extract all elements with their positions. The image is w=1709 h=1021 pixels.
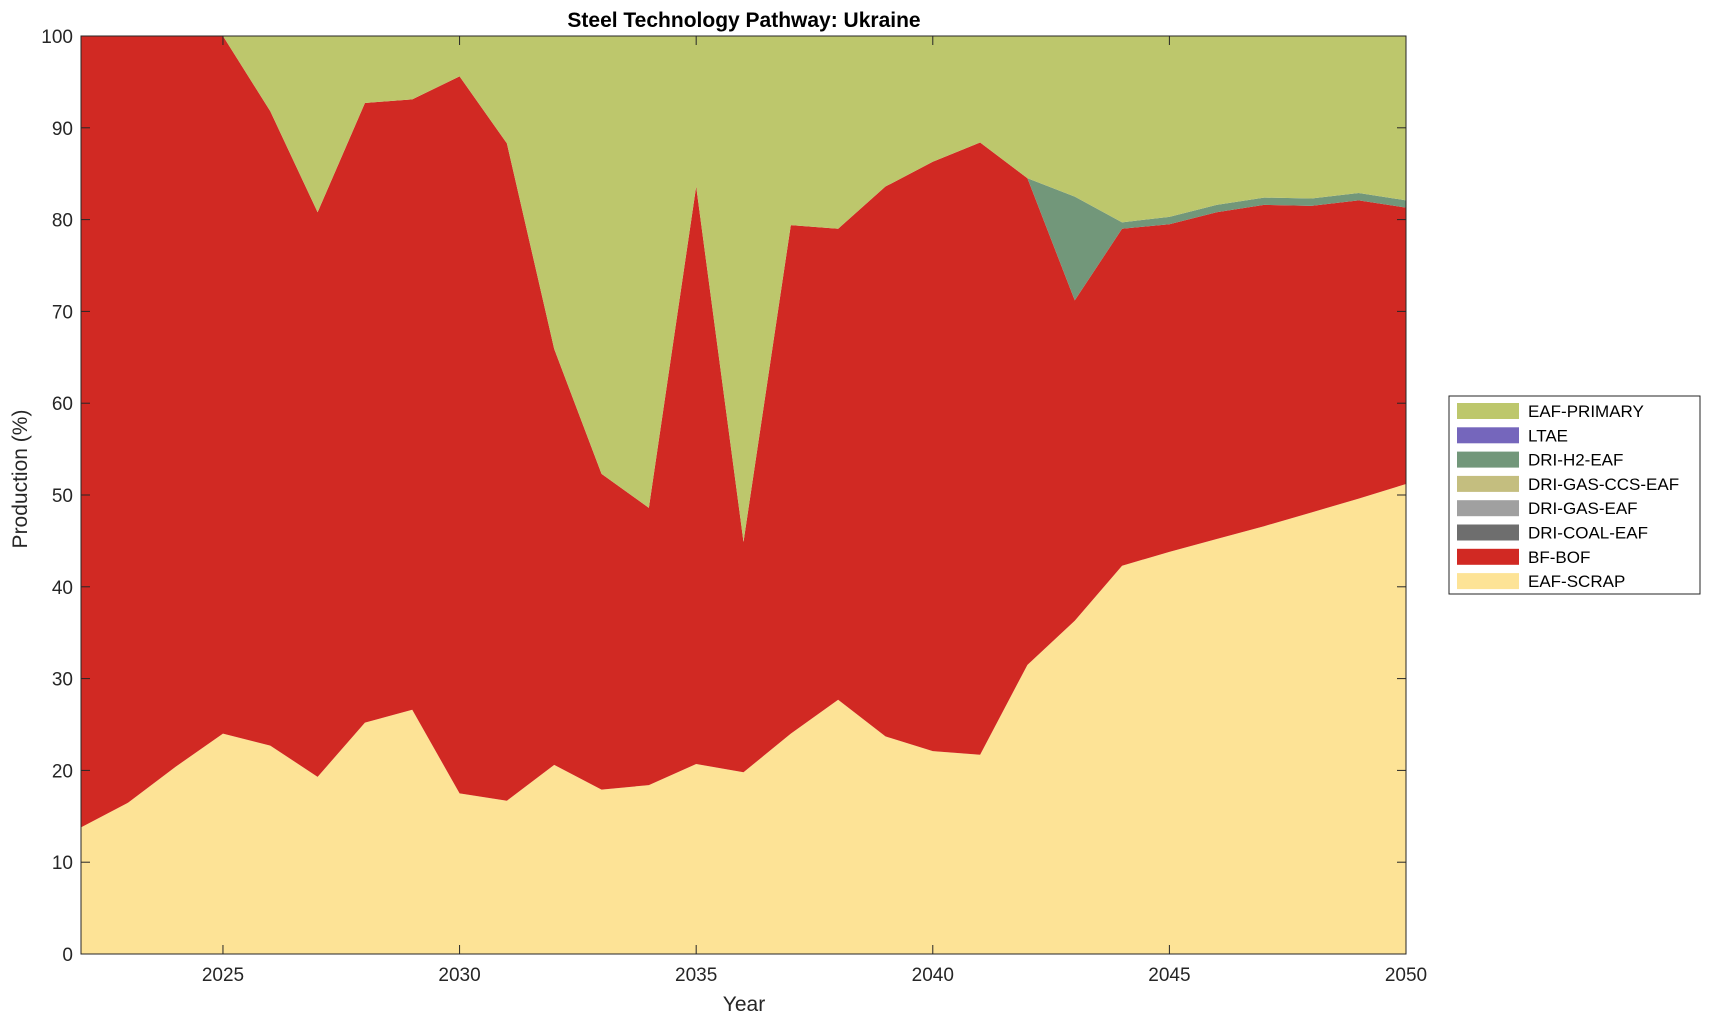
legend-swatch-eaf-scrap bbox=[1457, 573, 1519, 590]
area-series-group bbox=[81, 36, 1406, 954]
y-tick-label: 80 bbox=[52, 211, 73, 232]
x-tick-label: 2045 bbox=[1148, 965, 1190, 986]
x-tick-label: 2035 bbox=[675, 965, 717, 986]
legend-label-dri-gas-ccs-eaf: DRI-GAS-CCS-EAF bbox=[1528, 475, 1679, 494]
legend-swatch-dri-gas-eaf bbox=[1457, 500, 1519, 517]
y-tick-label: 100 bbox=[41, 27, 73, 48]
legend-label-ltae: LTAE bbox=[1528, 426, 1568, 445]
y-tick-label: 10 bbox=[52, 853, 73, 874]
y-tick-label: 40 bbox=[52, 578, 73, 599]
legend-label-eaf-scrap: EAF-SCRAP bbox=[1528, 572, 1625, 591]
y-tick-label: 50 bbox=[52, 486, 73, 507]
legend-swatch-dri-h2-eaf bbox=[1457, 451, 1519, 468]
legend-swatch-eaf-primary bbox=[1457, 403, 1519, 419]
x-tick-label: 2025 bbox=[202, 965, 244, 986]
x-tick-label: 2030 bbox=[438, 965, 480, 986]
area-eaf-scrap bbox=[81, 483, 1406, 954]
y-tick-label: 60 bbox=[52, 394, 73, 415]
area-bf-bof bbox=[81, 36, 1406, 828]
y-tick-label: 30 bbox=[52, 670, 73, 691]
x-tick-label: 2050 bbox=[1385, 965, 1427, 986]
legend-label-eaf-primary: EAF-PRIMARY bbox=[1528, 402, 1644, 421]
y-tick-label: 20 bbox=[52, 761, 73, 782]
y-tick-label: 90 bbox=[52, 119, 73, 140]
legend-swatch-dri-coal-eaf bbox=[1457, 524, 1519, 541]
axis-ticks: 2025 2030 2035 2040 2045 20500102030405060708… bbox=[41, 27, 1427, 986]
x-tick-label: 2040 bbox=[912, 965, 954, 986]
y-tick-label: 0 bbox=[62, 945, 73, 966]
legend-swatch-ltae bbox=[1457, 427, 1519, 444]
y-tick-label: 70 bbox=[52, 302, 73, 323]
y-axis-label: Production (%) bbox=[9, 410, 32, 549]
legend: EAF-PRIMARY LTAE DRI-H2-EAF DRI-GAS-CCS-EAF… bbox=[1448, 395, 1701, 595]
legend-label-dri-h2-eaf: DRI-H2-EAF bbox=[1528, 451, 1623, 470]
legend-label-bf-bof: BF-BOF bbox=[1528, 548, 1590, 567]
legend-label-dri-coal-eaf: DRI-COAL-EAF bbox=[1528, 524, 1648, 543]
legend-swatch-bf-bof bbox=[1457, 548, 1519, 565]
legend-swatch-dri-gas-ccs-eaf bbox=[1457, 475, 1519, 492]
chart-title: Steel Technology Pathway: Ukraine bbox=[567, 9, 920, 32]
area-eaf-primary bbox=[81, 36, 1406, 542]
x-axis-label: Year bbox=[723, 993, 765, 1016]
legend-label-dri-gas-eaf: DRI-GAS-EAF bbox=[1528, 499, 1638, 518]
